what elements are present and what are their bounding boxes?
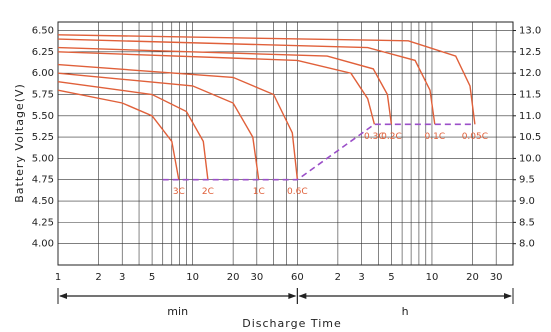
y-tick-label: 4.25 <box>32 217 54 228</box>
series-label: 0.05C <box>462 132 488 142</box>
y-tick-label: 5.75 <box>32 89 54 100</box>
y-tick-label: 4.75 <box>32 175 54 186</box>
y2-tick-label: 13.0 <box>519 26 541 37</box>
x-tick-label: 20 <box>227 272 240 283</box>
series-label: 3C <box>173 187 185 197</box>
series-label: 1C <box>253 187 265 197</box>
y-tick-label: 6.50 <box>32 26 54 37</box>
cutoff-line <box>162 123 475 181</box>
x-tick-label: 60 <box>291 272 304 283</box>
y-tick-label: 6.25 <box>32 47 54 58</box>
x-tick-label: 1 <box>55 272 61 283</box>
discharge-curve <box>57 38 436 125</box>
discharge-curve <box>57 63 299 180</box>
x-tick-label: 30 <box>250 272 263 283</box>
discharge-curve <box>57 46 393 125</box>
discharge-curve <box>57 72 260 180</box>
x-tick-label: 5 <box>388 272 394 283</box>
plot-frame <box>57 21 514 266</box>
x-tick-label: 3 <box>119 272 125 283</box>
y-tick-label: 5.50 <box>32 111 54 122</box>
y-tick-label: 5.25 <box>32 132 54 143</box>
y2-tick-label: 9.0 <box>519 196 535 207</box>
series-label: 2C <box>202 187 214 197</box>
x-axis-label: Discharge Time <box>242 317 342 330</box>
discharge-curve <box>57 34 476 125</box>
x-tick-label: 10 <box>426 272 439 283</box>
y2-tick-label: 10.0 <box>519 153 541 164</box>
y-tick-label: 4.50 <box>32 196 54 207</box>
x-tick-label: 30 <box>490 272 503 283</box>
y2-tick-label: 12.0 <box>519 68 541 79</box>
range-label: h <box>402 305 409 318</box>
discharge-curve <box>57 89 180 180</box>
range-label: min <box>167 305 188 318</box>
y2-tick-label: 10.5 <box>519 132 541 143</box>
y2-tick-label: 8.0 <box>519 239 535 250</box>
x-tick-label: 2 <box>335 272 341 283</box>
y2-tick-label: 11.5 <box>519 89 541 100</box>
series-label: 0.6C <box>287 187 308 197</box>
x-tick-label: 10 <box>186 272 199 283</box>
series-label: 0.1C <box>425 132 446 142</box>
series-label: 0.2C <box>381 132 402 142</box>
x-tick-label: 2 <box>95 272 101 283</box>
y2-tick-label: 9.5 <box>519 175 535 186</box>
series-label: 0.3C <box>364 132 385 142</box>
discharge-curve <box>57 51 376 125</box>
x-tick-label: 20 <box>466 272 479 283</box>
y2-tick-label: 11.0 <box>519 111 541 122</box>
y-tick-label: 6.00 <box>32 68 54 79</box>
discharge-curve <box>57 81 209 180</box>
y-axis-label: Battery Voltage(V) <box>13 83 26 203</box>
x-tick-label: 5 <box>149 272 155 283</box>
y-tick-label: 4.00 <box>32 239 54 250</box>
y2-tick-label: 8.5 <box>519 217 535 228</box>
x-tick-label: 3 <box>358 272 364 283</box>
y-tick-label: 5.00 <box>32 153 54 164</box>
y2-tick-label: 12.5 <box>519 47 541 58</box>
